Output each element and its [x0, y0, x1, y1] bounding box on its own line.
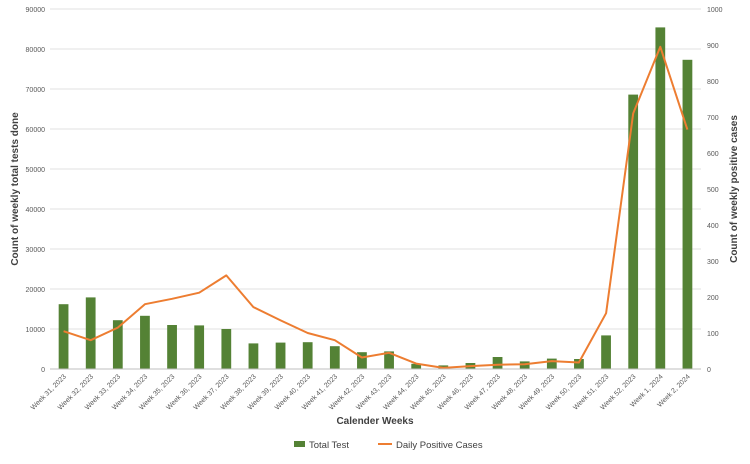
bar: [194, 325, 204, 369]
bar: [493, 357, 503, 369]
y-tick-label: 0: [41, 367, 45, 374]
bar: [276, 343, 286, 369]
bar: [249, 343, 259, 369]
y-tick-label: 20000: [26, 287, 46, 294]
y-tick-label: 30000: [26, 247, 46, 254]
legend-swatch-total-test: [294, 441, 305, 447]
y-tick-label: 10000: [26, 327, 46, 334]
bar: [167, 325, 177, 369]
y-tick-label: 80000: [26, 47, 46, 54]
y-tick-label: 90000: [26, 7, 46, 14]
y2-tick-label: 900: [707, 43, 719, 50]
y2-tick-label: 500: [707, 187, 719, 194]
y-tick-label: 40000: [26, 207, 46, 214]
x-axis-title: Calender Weeks: [336, 416, 414, 427]
y2-tick-label: 800: [707, 79, 719, 86]
y2-tick-label: 200: [707, 295, 719, 302]
bar: [330, 346, 340, 369]
legend: Total Test Daily Positive Cases: [294, 440, 483, 451]
bar: [601, 335, 611, 369]
y-axis-title-left: Count of weekly total tests done: [10, 112, 21, 266]
bar: [221, 329, 231, 369]
y-tick-label: 50000: [26, 167, 46, 174]
y2-tick-label: 300: [707, 259, 719, 266]
line-series-positive-cases: [64, 47, 688, 368]
y2-tick-label: 0: [707, 367, 711, 374]
bar: [140, 316, 150, 369]
gridlines: [50, 9, 701, 329]
bar-series-total-test: [59, 27, 693, 369]
y2-tick-label: 600: [707, 151, 719, 158]
legend-label-total-test: Total Test: [309, 440, 349, 451]
y-tick-label: 70000: [26, 87, 46, 94]
legend-label-positive-cases: Daily Positive Cases: [396, 440, 483, 451]
y-tick-label: 60000: [26, 127, 46, 134]
y2-tick-label: 100: [707, 331, 719, 338]
y2-tick-label: 1000: [707, 7, 723, 14]
y2-tick-label: 400: [707, 223, 719, 230]
bar: [59, 304, 69, 369]
bar: [303, 342, 313, 369]
series-line: [64, 47, 688, 368]
y-axis-title-right: Count of weekly positive cases: [729, 115, 740, 263]
bar: [683, 60, 693, 369]
y2-tick-label: 700: [707, 115, 719, 122]
bar: [655, 27, 665, 369]
bar: [86, 297, 96, 369]
